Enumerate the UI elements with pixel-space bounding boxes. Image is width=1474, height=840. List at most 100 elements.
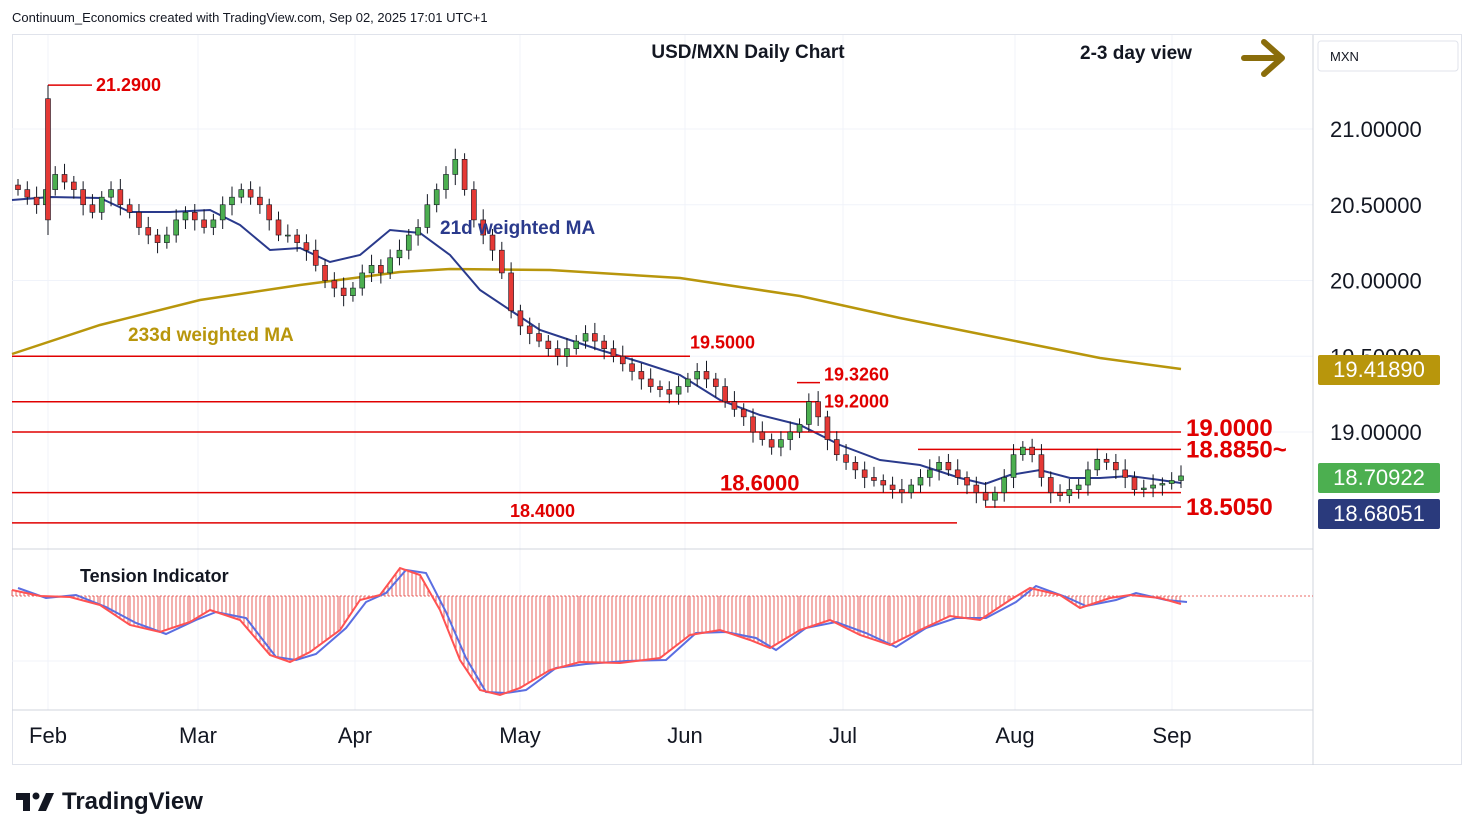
- candle-body: [89, 204, 96, 213]
- x-tick-label: Jun: [667, 723, 702, 748]
- level-label: 19.2000: [824, 392, 889, 412]
- candle-body: [750, 416, 756, 433]
- candle-body: [24, 189, 31, 198]
- candle-body: [266, 204, 273, 221]
- candle-body: [778, 439, 784, 448]
- candle-body: [461, 159, 468, 190]
- x-tick-label: Jul: [829, 723, 857, 748]
- candle-body: [136, 212, 142, 228]
- x-tick-label: Feb: [29, 723, 67, 748]
- candle-body: [15, 184, 21, 190]
- candle-body: [117, 189, 124, 206]
- annotation-label: 21.2900: [96, 75, 161, 95]
- right-arrow-icon: [1241, 39, 1285, 77]
- level-label: 18.4000: [510, 501, 575, 521]
- candle-body: [80, 189, 86, 206]
- candle-body: [201, 219, 207, 228]
- candle-body: [1159, 483, 1166, 486]
- brand-name: TradingView: [62, 788, 203, 815]
- candle-body: [396, 249, 403, 259]
- chart-text-labels: USD/MXN Daily Chart 2-3 day view 21d weigh…: [80, 39, 1285, 586]
- candle-body: [787, 431, 794, 440]
- candle-body: [908, 484, 914, 493]
- y-tick-label: 20.50000: [1330, 193, 1422, 218]
- candle-body: [1010, 454, 1017, 478]
- y-tick-label: 21.00000: [1330, 117, 1422, 142]
- candle-body: [880, 480, 887, 486]
- candle-body: [964, 477, 970, 486]
- x-tick-label: Aug: [995, 723, 1034, 748]
- candle-body: [33, 196, 40, 206]
- candle-body: [1113, 461, 1119, 471]
- indicator-title: Tension Indicator: [80, 566, 229, 586]
- currency-box: [1317, 40, 1459, 72]
- candle-body: [275, 219, 282, 236]
- candle-body: [322, 265, 328, 281]
- candle-body: [852, 461, 859, 471]
- annotation-label: 19.3260: [824, 365, 889, 385]
- candle-body: [368, 265, 375, 274]
- candle-body: [433, 189, 440, 206]
- indicator-line: [11, 566, 1182, 697]
- candle-body: [191, 212, 198, 221]
- chart-attribution: Continuum_Economics created with Trading…: [12, 10, 488, 25]
- candle-body: [52, 174, 59, 190]
- x-tick-label: May: [499, 723, 541, 748]
- candle-body: [471, 189, 477, 221]
- x-tick-label: Mar: [179, 723, 217, 748]
- candle-body: [666, 389, 673, 395]
- candle-body: [1122, 469, 1128, 478]
- chart-frame: [12, 34, 1462, 765]
- candle-body: [359, 272, 366, 289]
- candle-body: [712, 378, 719, 387]
- tradingview-brand[interactable]: TradingView: [16, 788, 203, 816]
- candle-body: [843, 454, 849, 463]
- candle-body: [824, 416, 831, 440]
- tension-indicator-pane: [11, 566, 1313, 697]
- candle-body: [350, 287, 356, 296]
- candle-body: [536, 333, 542, 342]
- candle-body: [247, 189, 254, 198]
- candle-body: [145, 227, 152, 236]
- candle-body: [564, 348, 570, 357]
- candle-body: [210, 219, 217, 228]
- candle-body: [405, 234, 412, 251]
- candle-body: [647, 378, 654, 387]
- view-note: 2-3 day view: [1080, 43, 1192, 64]
- candle-body: [340, 287, 347, 296]
- candle-body: [889, 484, 896, 490]
- candle-body: [526, 325, 533, 334]
- candle-body: [675, 386, 682, 395]
- candle-body: [815, 401, 821, 418]
- candle-body: [731, 401, 738, 410]
- candle-body: [1057, 492, 1063, 496]
- candle-body: [861, 469, 868, 478]
- candle-body: [685, 378, 691, 387]
- candle-body: [378, 265, 384, 274]
- candle-body: [945, 461, 952, 471]
- candle-body: [992, 492, 998, 501]
- candle-body: [582, 333, 589, 342]
- chart-title: USD/MXN Daily Chart: [651, 42, 845, 63]
- candle-body: [573, 340, 580, 349]
- level-label: 19.5000: [690, 332, 755, 352]
- candle-body: [545, 340, 552, 349]
- candle-body: [219, 204, 226, 221]
- candle-body: [694, 371, 700, 380]
- price-badge-21d-ma: 18.68051: [1318, 499, 1440, 529]
- candle-body: [443, 174, 449, 190]
- y-tick-label: 19.00000: [1330, 420, 1422, 445]
- candle-body: [982, 492, 989, 501]
- candle-body: [1075, 484, 1082, 490]
- candle-body: [740, 408, 747, 418]
- candle-body: [768, 439, 775, 448]
- candle-body: [1001, 477, 1008, 493]
- candle-body: [601, 340, 607, 349]
- candle-body: [1029, 446, 1035, 456]
- candle-body: [1085, 469, 1091, 486]
- level-label: 18.5050: [1186, 494, 1273, 521]
- candle-body: [126, 204, 133, 213]
- x-axis: Feb Mar Apr May Jun Jul Aug Sep: [29, 723, 1192, 748]
